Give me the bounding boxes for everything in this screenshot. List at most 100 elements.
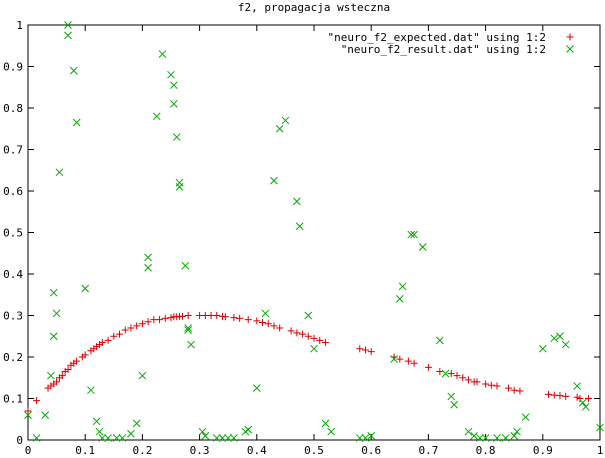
data-point bbox=[464, 427, 473, 436]
data-point bbox=[556, 392, 564, 400]
data-point bbox=[459, 374, 467, 382]
data-point bbox=[98, 338, 106, 346]
x-tick-label: 1 bbox=[597, 444, 604, 457]
data-point bbox=[212, 434, 221, 442]
x-tick-label: 0 bbox=[25, 444, 32, 457]
data-point bbox=[95, 427, 104, 436]
data-point bbox=[418, 243, 427, 251]
data-point bbox=[172, 133, 181, 141]
x-tick-label: 0.2 bbox=[132, 444, 152, 457]
legend-marker bbox=[566, 45, 574, 53]
data-point bbox=[221, 313, 229, 321]
x-tick-label: 0.7 bbox=[418, 444, 438, 457]
data-point bbox=[69, 66, 78, 75]
x-tick-label: 0.5 bbox=[304, 444, 324, 457]
series-layer bbox=[24, 21, 604, 442]
legend-marker bbox=[566, 33, 574, 41]
data-point bbox=[213, 312, 221, 319]
data-point bbox=[259, 319, 267, 327]
data-point bbox=[596, 423, 604, 432]
data-point bbox=[510, 431, 519, 440]
data-point bbox=[252, 384, 261, 392]
legend-label: "neuro_f2_result.dat" using 1:2 bbox=[341, 43, 546, 56]
y-tick-label: 0.2 bbox=[3, 351, 23, 364]
data-point bbox=[178, 312, 186, 320]
data-point bbox=[573, 382, 581, 390]
data-point bbox=[396, 355, 404, 363]
data-point bbox=[275, 124, 284, 133]
data-point bbox=[493, 434, 501, 442]
data-point bbox=[513, 427, 521, 436]
data-point bbox=[218, 434, 227, 442]
data-point bbox=[453, 372, 461, 380]
data-point bbox=[482, 380, 490, 388]
data-point bbox=[72, 118, 81, 127]
data-point bbox=[355, 434, 364, 442]
data-point bbox=[481, 434, 490, 442]
data-point bbox=[310, 344, 318, 353]
data-point bbox=[321, 419, 330, 428]
data-point bbox=[287, 327, 295, 335]
data-point bbox=[310, 334, 318, 342]
data-point bbox=[244, 316, 252, 324]
data-point bbox=[33, 397, 41, 405]
data-point bbox=[175, 182, 184, 191]
data-point bbox=[201, 431, 210, 440]
data-point bbox=[410, 230, 418, 239]
axes: 0 0.1 0.2 0.3 0.4 0.5 0.6 0.7 0.8 0.9 1 0 0.1 0.2 0.3 0… bbox=[3, 19, 603, 457]
data-point bbox=[170, 99, 178, 108]
data-point bbox=[58, 372, 66, 380]
data-point bbox=[321, 338, 329, 346]
data-point bbox=[156, 316, 164, 324]
y-tick-label: 0.9 bbox=[3, 61, 23, 74]
data-point bbox=[470, 431, 479, 440]
data-point bbox=[327, 427, 336, 436]
data-point bbox=[118, 434, 127, 442]
data-point bbox=[24, 411, 32, 419]
x-tick-label: 0.3 bbox=[190, 444, 210, 457]
data-point bbox=[435, 336, 444, 345]
data-point bbox=[198, 427, 207, 436]
data-point bbox=[230, 314, 238, 322]
data-point bbox=[501, 434, 510, 442]
data-point bbox=[81, 284, 90, 293]
y-tick-label: 0.1 bbox=[3, 393, 23, 406]
data-point bbox=[138, 371, 147, 380]
data-point bbox=[187, 340, 195, 349]
x-tick-label: 0.9 bbox=[533, 444, 553, 457]
y-tick-label: 0.5 bbox=[3, 227, 23, 240]
data-point bbox=[244, 425, 253, 434]
data-point bbox=[64, 365, 72, 373]
data-point bbox=[81, 351, 89, 359]
data-point bbox=[161, 314, 169, 322]
data-point bbox=[441, 369, 450, 378]
data-point bbox=[112, 434, 121, 442]
data-point bbox=[230, 434, 238, 442]
data-point bbox=[152, 112, 161, 121]
data-point bbox=[167, 70, 175, 79]
data-point bbox=[299, 330, 307, 338]
data-point bbox=[270, 176, 278, 185]
data-point bbox=[367, 348, 375, 356]
data-point bbox=[576, 395, 584, 402]
data-point bbox=[52, 309, 61, 318]
data-point bbox=[144, 318, 152, 326]
data-point bbox=[487, 381, 495, 389]
chart-title: f2, propagacja wsteczna bbox=[238, 1, 390, 14]
data-point bbox=[47, 371, 55, 380]
x-tick-label: 0.8 bbox=[476, 444, 496, 457]
y-tick-label: 0.6 bbox=[3, 185, 23, 198]
legend-label: "neuro_f2_expected.dat" using 1:2 bbox=[327, 31, 546, 44]
data-point bbox=[138, 320, 146, 328]
data-point bbox=[53, 378, 61, 386]
data-point bbox=[424, 363, 432, 371]
data-point bbox=[473, 378, 481, 386]
data-point bbox=[87, 386, 95, 395]
data-point bbox=[538, 344, 547, 353]
data-point bbox=[367, 431, 376, 440]
data-point bbox=[281, 116, 290, 125]
data-point bbox=[32, 434, 41, 442]
x-tick-label: 0.4 bbox=[247, 444, 267, 457]
data-point bbox=[304, 332, 312, 340]
data-point bbox=[316, 336, 324, 344]
